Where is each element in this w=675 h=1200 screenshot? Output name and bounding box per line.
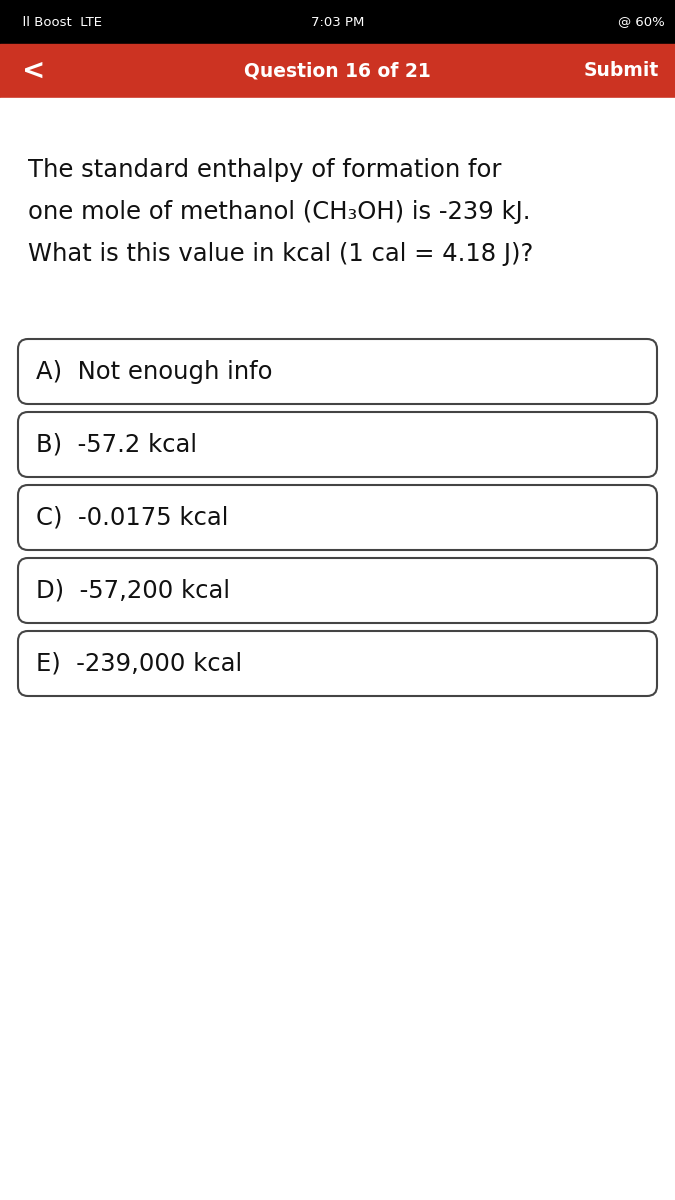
FancyBboxPatch shape xyxy=(18,338,657,404)
Text: <: < xyxy=(22,56,45,85)
FancyBboxPatch shape xyxy=(18,631,657,696)
Text: C)  -0.0175 kcal: C) -0.0175 kcal xyxy=(36,505,228,529)
Text: D)  -57,200 kcal: D) -57,200 kcal xyxy=(36,578,230,602)
Text: What is this value in kcal (1 cal = 4.18 J)?: What is this value in kcal (1 cal = 4.18… xyxy=(28,242,533,266)
Text: The standard enthalpy of formation for: The standard enthalpy of formation for xyxy=(28,158,502,182)
Text: Question 16 of 21: Question 16 of 21 xyxy=(244,61,431,80)
Text: A)  Not enough info: A) Not enough info xyxy=(36,360,273,384)
Text: 7:03 PM: 7:03 PM xyxy=(310,16,364,29)
Text: one mole of methanol (CH₃OH) is -239 kJ.: one mole of methanol (CH₃OH) is -239 kJ. xyxy=(28,200,531,224)
Text: ll Boost  LTE: ll Boost LTE xyxy=(14,16,102,29)
Text: E)  -239,000 kcal: E) -239,000 kcal xyxy=(36,652,242,676)
Text: B)  -57.2 kcal: B) -57.2 kcal xyxy=(36,432,197,456)
FancyBboxPatch shape xyxy=(18,558,657,623)
Text: @ 60%: @ 60% xyxy=(618,16,665,29)
FancyBboxPatch shape xyxy=(18,412,657,476)
FancyBboxPatch shape xyxy=(18,485,657,550)
Text: Submit: Submit xyxy=(584,61,659,80)
